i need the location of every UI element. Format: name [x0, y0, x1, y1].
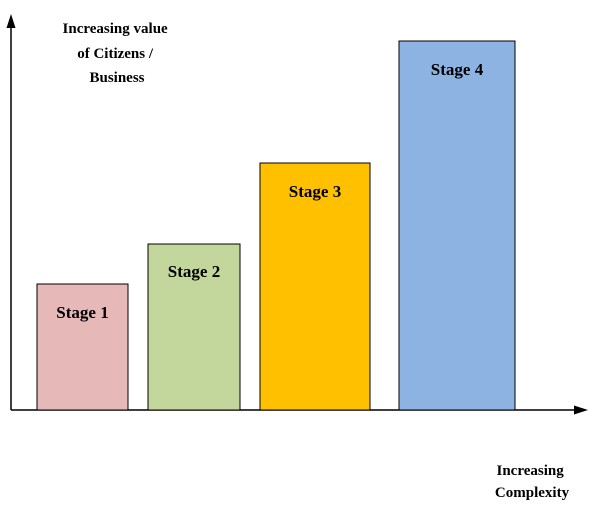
y-axis-title-line-2: of Citizens / — [77, 46, 154, 62]
y-axis-title-line-3: Business — [89, 70, 144, 86]
bar-label-2: Stage 2 — [168, 262, 220, 281]
bar-label-4: Stage 4 — [431, 60, 484, 79]
bar-4 — [398, 40, 516, 411]
bars: Stage 1 Stage 2 Stage 3 Stage 4 — [36, 40, 516, 411]
bar-2 — [147, 243, 241, 411]
x-axis-title-line-2: Complexity — [495, 485, 570, 501]
bar-1 — [36, 283, 129, 411]
y-axis-title: Increasing value of Citizens / Business — [63, 21, 172, 86]
bar-label-3: Stage 3 — [289, 182, 341, 201]
bar-label-1: Stage 1 — [56, 303, 108, 322]
x-axis-arrow-icon — [574, 405, 588, 415]
bar-3 — [259, 162, 371, 411]
x-axis-title: Increasing Complexity — [495, 463, 570, 501]
y-axis-title-line-1: Increasing value — [63, 21, 168, 37]
x-axis-title-line-1: Increasing — [497, 463, 565, 479]
y-axis-arrow-icon — [6, 14, 16, 28]
